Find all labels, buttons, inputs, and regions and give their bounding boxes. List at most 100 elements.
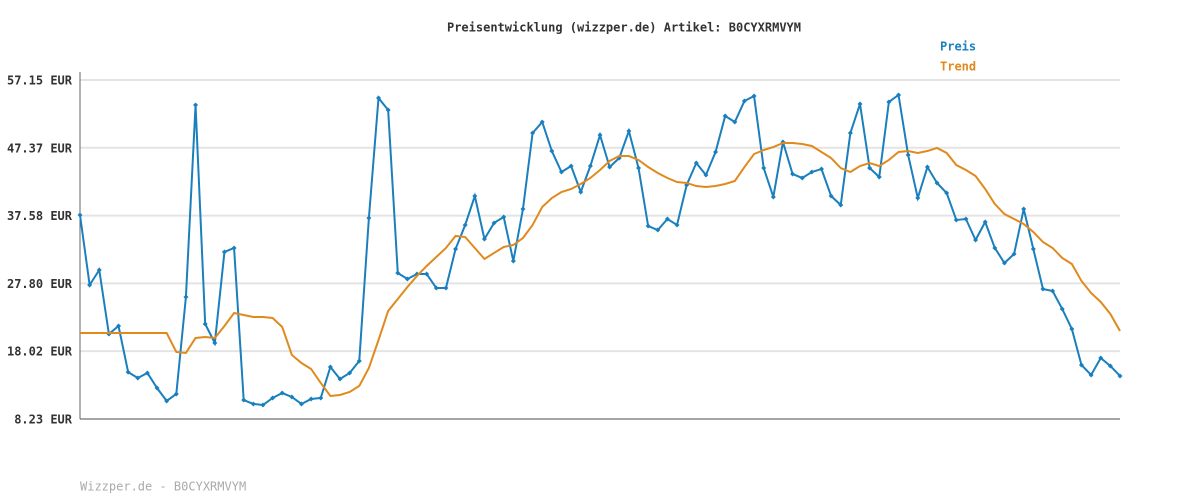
point [607, 164, 613, 170]
point [944, 190, 950, 196]
point [876, 174, 882, 180]
point [905, 152, 911, 158]
point [924, 164, 930, 170]
point [1088, 372, 1094, 378]
point [443, 285, 449, 291]
point [934, 180, 940, 186]
point [135, 375, 141, 381]
point [366, 215, 372, 221]
y-tick-label: 8.23 EUR [14, 413, 73, 427]
point [395, 270, 401, 276]
point [202, 321, 208, 327]
point [183, 294, 189, 300]
point [703, 172, 709, 178]
point [193, 102, 199, 108]
point [674, 222, 680, 228]
point [857, 101, 863, 107]
y-tick-label: 18.02 EUR [7, 345, 73, 359]
point [1011, 251, 1017, 257]
point [337, 376, 343, 382]
point [510, 258, 516, 264]
point [1059, 306, 1065, 312]
point [356, 358, 362, 364]
point [270, 395, 276, 401]
point [154, 385, 160, 391]
point [732, 119, 738, 125]
point [790, 171, 796, 177]
point [501, 214, 507, 220]
point [424, 271, 430, 277]
point [953, 217, 959, 223]
y-tick-label: 47.37 EUR [7, 141, 73, 155]
point [260, 402, 266, 408]
point [770, 194, 776, 200]
point [77, 212, 83, 218]
point [472, 193, 478, 199]
point [645, 223, 651, 229]
point [376, 95, 382, 101]
point [491, 220, 497, 226]
point [96, 267, 102, 273]
point [626, 128, 632, 134]
point [992, 245, 998, 251]
point [1021, 206, 1027, 212]
point [1098, 355, 1104, 361]
point [722, 113, 728, 119]
point [279, 390, 285, 396]
point [578, 189, 584, 195]
point [597, 132, 603, 138]
point [809, 169, 815, 175]
point [1107, 363, 1113, 369]
point [144, 370, 150, 376]
point [1040, 286, 1046, 292]
point [973, 237, 979, 243]
point [1050, 288, 1056, 294]
point [896, 92, 902, 98]
point [173, 391, 179, 397]
point [212, 340, 218, 346]
chart-title: Preisentwicklung (wizzper.de) Artikel: B… [447, 21, 801, 35]
legend-label: Trend [940, 60, 976, 74]
point [867, 165, 873, 171]
point [250, 401, 256, 407]
point [549, 148, 555, 154]
point [221, 249, 227, 255]
point [713, 149, 719, 155]
point [1030, 246, 1036, 252]
y-tick-label: 27.80 EUR [7, 277, 73, 291]
point [520, 206, 526, 212]
point [761, 165, 767, 171]
point [385, 107, 391, 113]
point [915, 195, 921, 201]
point [347, 370, 353, 376]
point [116, 323, 122, 329]
point [539, 119, 545, 125]
point [982, 219, 988, 225]
point [318, 395, 324, 401]
point [664, 216, 670, 222]
point [530, 130, 536, 136]
point [289, 394, 295, 400]
point [828, 193, 834, 199]
point [404, 276, 410, 282]
point [741, 98, 747, 104]
series-line [79, 93, 1121, 407]
footer: Wizzper.de - B0CYXRMVYM [80, 480, 246, 494]
point [433, 285, 439, 291]
point [558, 169, 564, 175]
legend-label: Preis [940, 40, 976, 54]
y-tick-label: 37.58 EUR [7, 209, 73, 223]
point [1078, 362, 1084, 368]
point [655, 227, 661, 233]
point [1117, 373, 1123, 379]
point [453, 246, 459, 252]
point [838, 202, 844, 208]
point [241, 397, 247, 403]
point [818, 166, 824, 172]
y-tick-label: 57.15 EUR [7, 74, 73, 88]
point [327, 364, 333, 370]
point [1001, 260, 1007, 266]
point [164, 398, 170, 404]
point [587, 163, 593, 169]
